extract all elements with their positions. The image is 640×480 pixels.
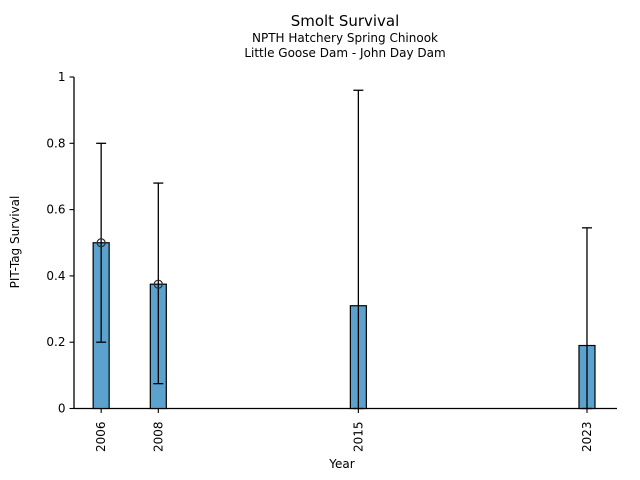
chart-subtitle-line1: NPTH Hatchery Spring Chinook [252, 31, 438, 45]
y-tick-label: 0.8 [46, 136, 65, 150]
y-tick-label: 1 [58, 70, 66, 84]
x-tick-label: 2008 [151, 422, 165, 453]
plot-area: 0 0.2 0.4 0.6 0.8 1 2006 2008 2015 2023 [46, 70, 617, 452]
x-tick-label: 2023 [580, 422, 594, 453]
y-tick-label: 0 [58, 402, 66, 416]
y-tick-label: 0.4 [46, 269, 65, 283]
y-tick-label: 0.2 [46, 335, 65, 349]
y-tick-label: 0.6 [46, 203, 65, 217]
x-tick-label: 2006 [94, 422, 108, 453]
x-tick-label: 2015 [351, 422, 365, 453]
chart-title: Smolt Survival [291, 12, 400, 30]
chart-subtitle-line2: Little Goose Dam - John Day Dam [244, 46, 445, 60]
point-marker [153, 279, 163, 289]
point-marker [96, 238, 106, 248]
x-axis-label: Year [328, 457, 354, 471]
y-axis-label: PIT-Tag Survival [8, 196, 22, 289]
